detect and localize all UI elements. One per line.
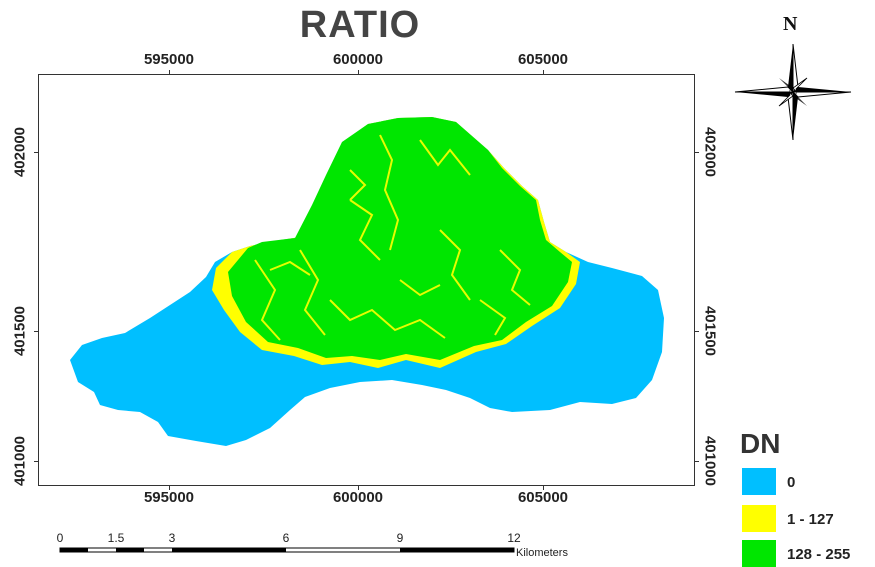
scale-label-12: 12 xyxy=(507,531,521,545)
x-tick-top-605000: 605000 xyxy=(517,51,569,68)
legend-label-128-255: 128 - 255 xyxy=(787,546,851,563)
legend-label-0: 0 xyxy=(787,474,796,491)
scale-label-1-5: 1.5 xyxy=(107,531,125,545)
tick-mark xyxy=(543,70,544,74)
tick-mark xyxy=(695,331,699,332)
tick-mark xyxy=(169,70,170,74)
legend-swatch-1-127 xyxy=(742,505,776,532)
tick-mark xyxy=(34,152,38,153)
legend-swatch-0 xyxy=(742,468,776,495)
compass-rose-icon xyxy=(734,43,852,141)
map-title: RATIO xyxy=(299,4,421,46)
scale-label-3: 3 xyxy=(168,531,176,545)
scale-label-9: 9 xyxy=(396,531,404,545)
tick-mark xyxy=(543,486,544,490)
tick-mark xyxy=(358,486,359,490)
scale-label-6: 6 xyxy=(282,531,290,545)
tick-mark xyxy=(34,331,38,332)
class-128-255-area xyxy=(228,117,572,360)
tick-mark xyxy=(695,461,699,462)
tick-mark xyxy=(169,486,170,490)
x-tick-bottom-600000: 600000 xyxy=(332,489,384,506)
map-frame xyxy=(38,74,695,486)
tick-mark xyxy=(695,152,699,153)
legend-swatch-128-255 xyxy=(742,540,776,567)
x-tick-bottom-595000: 595000 xyxy=(143,489,195,506)
scale-unit: Kilometers xyxy=(516,547,568,559)
north-label: N xyxy=(783,13,798,35)
tick-mark xyxy=(34,461,38,462)
legend-title: DN xyxy=(740,428,781,459)
legend-label-1-127: 1 - 127 xyxy=(787,511,834,528)
x-tick-top-600000: 600000 xyxy=(332,51,384,68)
scale-label-0: 0 xyxy=(56,531,64,545)
x-tick-top-595000: 595000 xyxy=(143,51,195,68)
yellow-texture xyxy=(254,134,531,341)
tick-mark xyxy=(358,70,359,74)
x-tick-bottom-605000: 605000 xyxy=(517,489,569,506)
scale-bar-graphic xyxy=(59,547,515,553)
